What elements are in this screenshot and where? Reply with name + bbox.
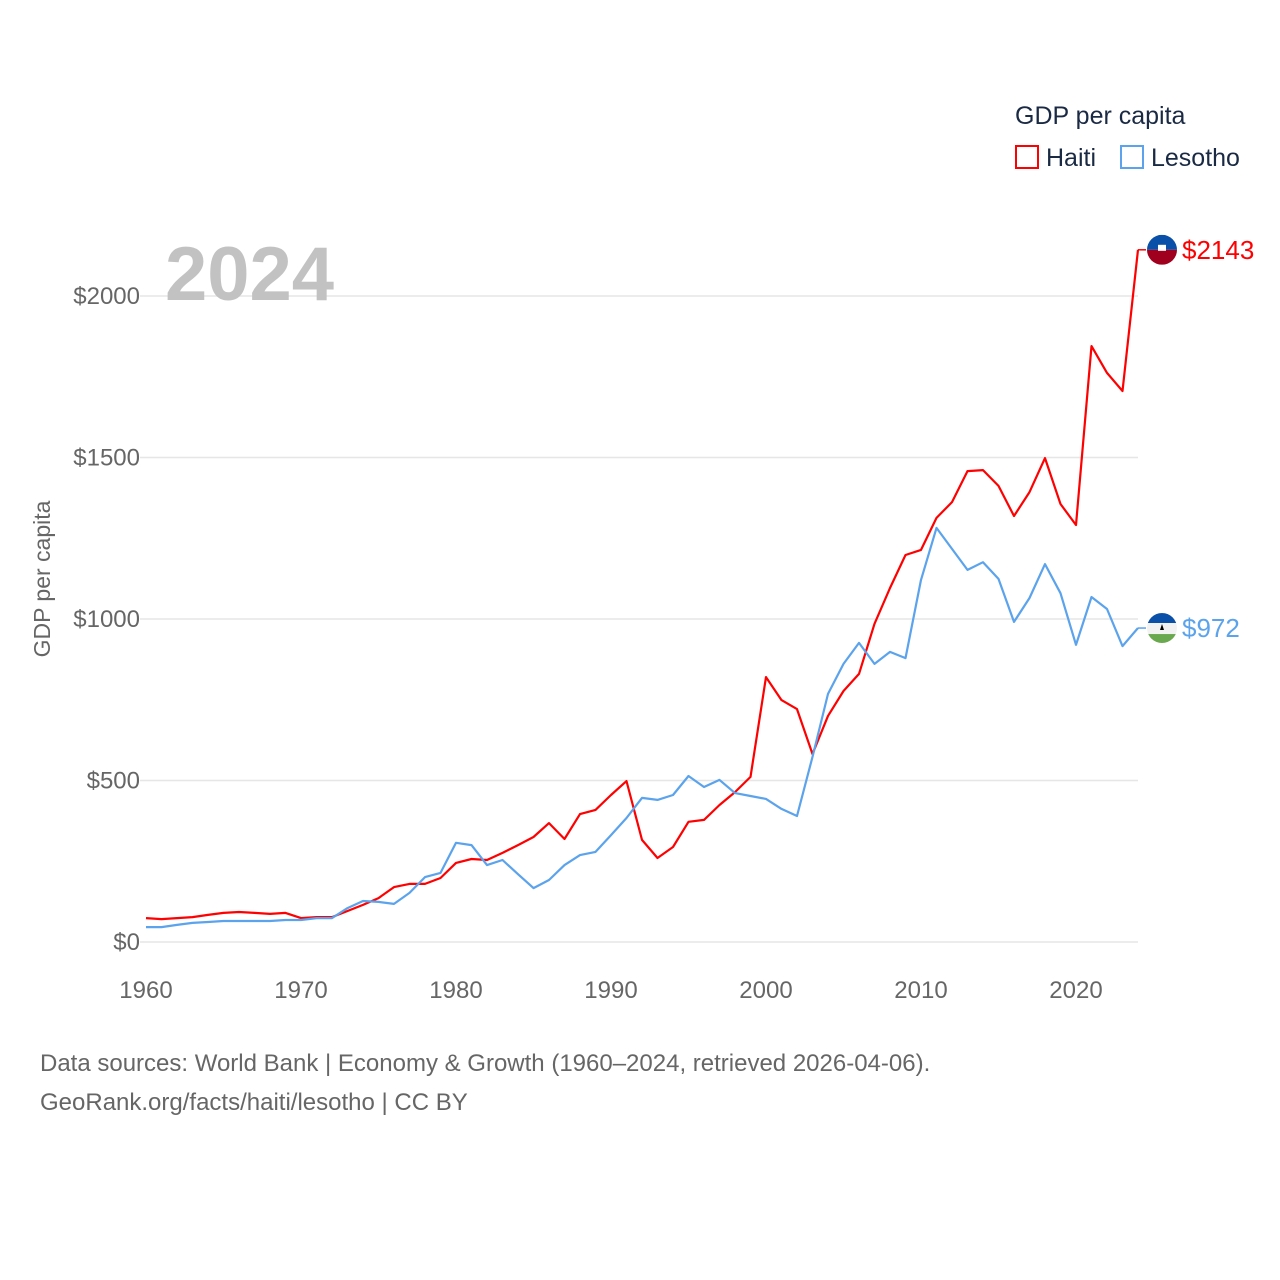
flag-stripe (1147, 613, 1177, 624)
legend-item-lesotho[interactable]: Lesotho (1120, 144, 1240, 172)
x-tick-label: 1960 (119, 977, 172, 1004)
attribution-text: GeoRank.org/facts/haiti/lesotho | CC BY (40, 1089, 468, 1116)
x-tick-label: 2010 (894, 977, 947, 1004)
end-value-label-lesotho: $972 (1182, 613, 1240, 643)
data-sources-text: Data sources: World Bank | Economy & Gro… (40, 1050, 931, 1077)
end-labels: $2143 $972 (1138, 234, 1254, 644)
flag-icon-lesotho (1147, 613, 1177, 644)
y-tick-label: $2000 (73, 283, 140, 310)
flag-emblem (1160, 624, 1164, 631)
flag-stripe (1147, 234, 1177, 250)
end-value-label-haiti: $2143 (1182, 235, 1254, 265)
y-tick-label: $0 (113, 929, 140, 956)
series-line-haiti (145, 249, 1140, 921)
year-label: 2024 (165, 232, 334, 317)
y-tick-label: $1500 (73, 445, 140, 472)
x-tick-label: 2020 (1049, 977, 1102, 1004)
legend-title: GDP per capita (1015, 102, 1186, 130)
x-tick-label: 1990 (584, 977, 637, 1004)
x-axis-ticks: 1960 1970 1980 1990 2000 2010 2020 (119, 977, 1102, 1004)
footer: Data sources: World Bank | Economy & Gro… (40, 1044, 930, 1122)
gridlines (140, 295, 1138, 943)
flag-stripe (1147, 634, 1177, 644)
legend: GDP per capita Haiti Lesotho (1015, 102, 1240, 172)
y-axis-label: GDP per capita (29, 500, 55, 657)
x-tick-label: 1970 (274, 977, 327, 1004)
y-tick-label: $500 (87, 768, 140, 795)
series-lines (145, 249, 1140, 929)
x-tick-label: 1980 (429, 977, 482, 1004)
legend-swatch-haiti (1015, 145, 1039, 169)
series-line-lesotho (146, 526, 1139, 929)
legend-label-haiti: Haiti (1046, 144, 1096, 172)
legend-item-haiti[interactable]: Haiti (1015, 144, 1096, 172)
y-tick-label: $1000 (73, 606, 140, 633)
legend-label-lesotho: Lesotho (1151, 144, 1240, 172)
legend-swatch-lesotho (1120, 145, 1144, 169)
flag-stripe (1147, 249, 1177, 265)
y-axis-ticks: $0 $500 $1000 $1500 $2000 (73, 283, 140, 956)
flag-emblem (1158, 244, 1166, 251)
flag-icon-haiti (1147, 234, 1177, 265)
x-tick-label: 2000 (739, 977, 792, 1004)
